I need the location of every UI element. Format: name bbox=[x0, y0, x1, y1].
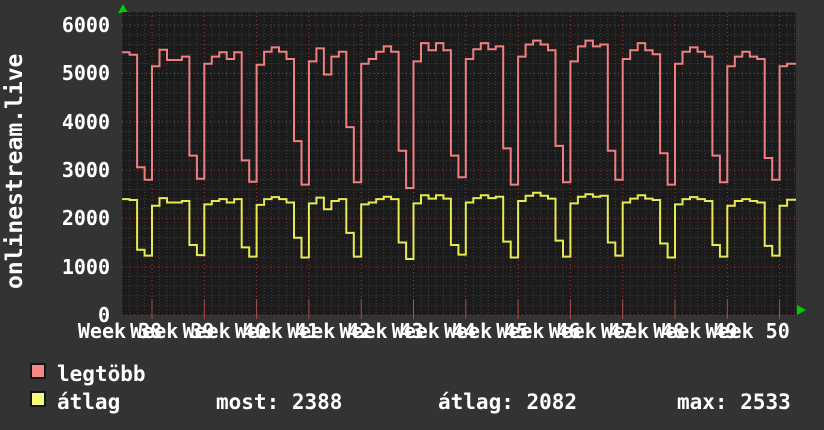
x-axis-tick-label: Week 41 bbox=[234, 319, 320, 343]
chart-canvas bbox=[121, 12, 796, 319]
legend-label-legtobb: legtöbb bbox=[57, 362, 146, 386]
stat-atlag: átlag: 2082 bbox=[438, 390, 578, 414]
x-axis-tick-label: Week 39 bbox=[130, 319, 215, 343]
x-axis-tick-label: Week 44 bbox=[391, 319, 476, 343]
legend-swatch-legtobb bbox=[30, 363, 46, 379]
y-axis-tick-label: 6000 bbox=[61, 13, 110, 38]
y-axis-arrow-up-icon bbox=[118, 4, 128, 13]
y-axis-tick-label: 2000 bbox=[61, 206, 110, 231]
x-axis-tick-label: Week 49 bbox=[653, 319, 738, 343]
x-axis-tick-label: Week 47 bbox=[548, 319, 633, 343]
legend-label-atlag: átlag bbox=[57, 390, 121, 414]
x-axis-arrow-right-icon bbox=[797, 305, 806, 315]
legend-swatch-atlag bbox=[30, 391, 46, 407]
x-axis-tick-label: Week 45 bbox=[443, 319, 529, 343]
stat-max: max: 2533 bbox=[677, 390, 791, 414]
x-axis-tick-label: Week 42 bbox=[287, 319, 372, 343]
x-axis-tick-label: Week 43 bbox=[339, 319, 424, 343]
y-axis-tick-label: 4000 bbox=[61, 109, 110, 134]
x-axis-tick-label: Week 50 bbox=[705, 319, 790, 343]
stat-most: most: 2388 bbox=[216, 390, 343, 414]
x-axis-tick-label: Week 48 bbox=[600, 319, 686, 343]
x-axis-tick-label: Week 46 bbox=[496, 319, 581, 343]
y-axis-tick-label: 0 bbox=[97, 303, 110, 327]
y-axis-tick-label: 3000 bbox=[61, 158, 110, 183]
y-axis-tick-label: 1000 bbox=[61, 254, 110, 279]
x-axis-tick-label: Week 38 bbox=[77, 319, 163, 343]
plot-area bbox=[121, 12, 796, 324]
x-axis-tick-label: Week 40 bbox=[182, 319, 267, 343]
y-axis-tick-label: 5000 bbox=[61, 61, 110, 86]
